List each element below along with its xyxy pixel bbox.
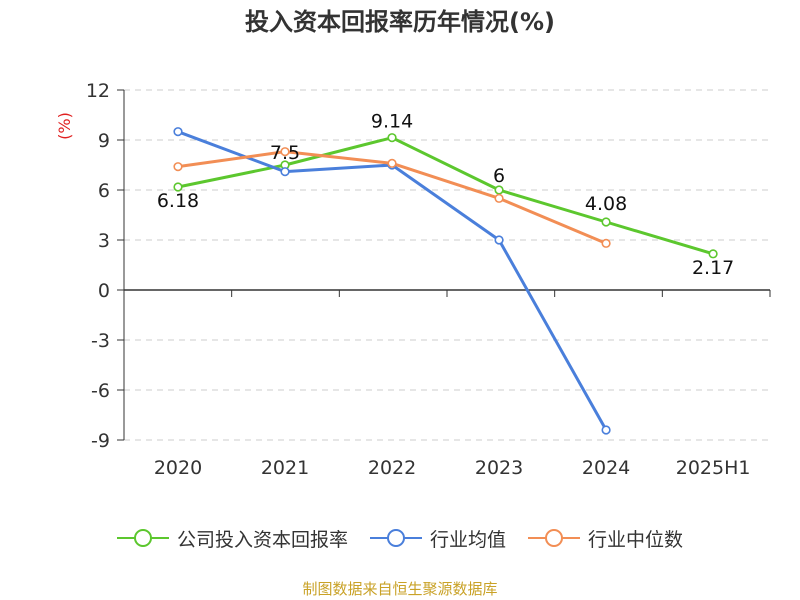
data-label: 6 — [493, 165, 505, 187]
legend-swatch-icon — [528, 529, 580, 547]
y-tick-label: 6 — [98, 180, 110, 202]
y-tick-label: 0 — [98, 280, 110, 302]
x-tick-label: 2021 — [261, 457, 309, 479]
data-point — [601, 238, 611, 248]
chart-title: 投入资本回报率历年情况(%) — [245, 8, 555, 36]
axes: 12 9 6 3 0 -3 -6 -9 2020 2021 2022 2023 2024 2025H1 — [86, 80, 771, 479]
legend-label: 公司投入资本回报率 — [176, 528, 348, 551]
data-point — [494, 193, 504, 203]
data-point — [601, 425, 611, 435]
data-point — [173, 162, 183, 172]
x-tick-label: 2023 — [475, 457, 523, 479]
legend-swatch-icon — [116, 529, 169, 547]
data-label: 9.14 — [371, 111, 413, 133]
data-point — [173, 182, 183, 192]
legend-item[interactable]: 行业均值 — [369, 525, 506, 552]
y-axis-label: (%) — [55, 112, 74, 140]
data-label: 4.08 — [585, 193, 627, 215]
data-point — [280, 167, 290, 177]
data-labels: 6.18 7.5 9.14 6 4.08 2.17 — [157, 111, 734, 279]
x-tick-label: 2024 — [582, 457, 630, 479]
y-tick-label: -9 — [91, 430, 110, 452]
data-point — [601, 217, 611, 227]
source-note: 制图数据来自恒生聚源数据库 — [302, 580, 498, 598]
legend-item[interactable]: 公司投入资本回报率 — [116, 525, 348, 552]
y-tick-label: 12 — [86, 80, 110, 102]
legend-swatch-icon — [369, 529, 422, 547]
data-point — [494, 235, 504, 245]
data-label: 7.5 — [270, 142, 300, 164]
data-point — [280, 147, 290, 157]
legend: 公司投入资本回报率 行业均值 行业中位数 — [0, 518, 800, 558]
series-lines — [173, 127, 718, 435]
series-line — [177, 130, 608, 431]
y-tick-label: -6 — [91, 380, 110, 402]
data-point — [708, 249, 718, 259]
y-tick-label: 9 — [98, 130, 110, 152]
y-tick-label: 3 — [98, 230, 110, 252]
data-point — [494, 185, 504, 195]
legend-label: 行业均值 — [429, 528, 506, 551]
x-tick-label: 2025H1 — [676, 457, 751, 479]
legend-label: 行业中位数 — [588, 528, 684, 551]
data-label: 6.18 — [157, 190, 199, 212]
data-point — [387, 133, 397, 143]
legend-item[interactable]: 行业中位数 — [528, 525, 683, 552]
data-point — [173, 127, 183, 137]
data-point — [387, 158, 397, 168]
x-tick-label: 2022 — [368, 457, 416, 479]
grid-lines — [124, 89, 770, 441]
x-tick-label: 2020 — [154, 457, 202, 479]
series-line — [177, 136, 714, 256]
y-tick-label: -3 — [91, 330, 110, 352]
data-label: 2.17 — [692, 257, 734, 279]
